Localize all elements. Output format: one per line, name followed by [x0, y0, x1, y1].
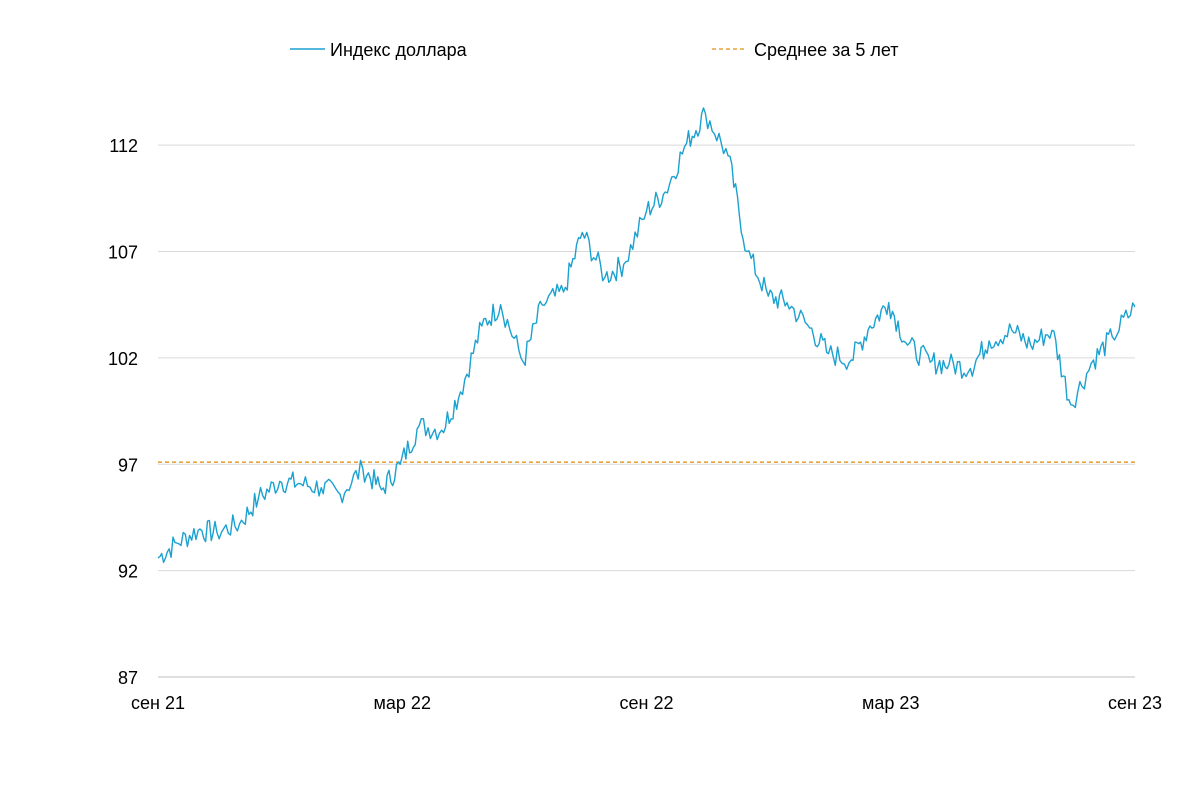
- y-tick-label: 97: [118, 455, 138, 475]
- x-tick-label: мар 23: [862, 693, 919, 713]
- y-axis: 87 92 97 102 107 112: [108, 136, 138, 688]
- gridlines: [158, 144, 1135, 678]
- x-tick-label: сен 21: [131, 693, 185, 713]
- legend-label-dollar-index: Индекс доллара: [330, 40, 468, 60]
- series-dollar-index-line: [157, 107, 1136, 564]
- x-tick-label: мар 22: [374, 693, 431, 713]
- legend: Индекс доллара Среднее за 5 лет: [290, 40, 899, 60]
- plot-area: [157, 107, 1136, 564]
- y-tick-label: 107: [108, 243, 138, 263]
- y-tick-label: 102: [108, 349, 138, 369]
- x-tick-label: сен 23: [1108, 693, 1162, 713]
- x-axis: сен 21 мар 22 сен 22 мар 23 сен 23: [131, 693, 1162, 713]
- y-tick-label: 112: [109, 136, 138, 156]
- x-tick-label: сен 22: [620, 693, 674, 713]
- y-tick-label: 87: [118, 668, 138, 688]
- legend-label-5yr-average: Среднее за 5 лет: [754, 40, 899, 60]
- y-tick-label: 92: [118, 562, 138, 582]
